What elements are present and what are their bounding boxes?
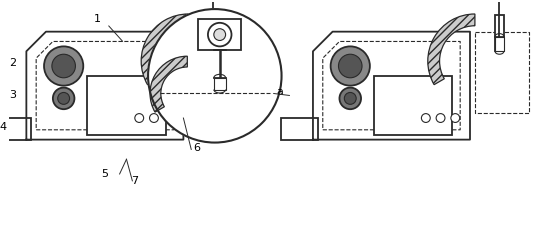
- Circle shape: [135, 114, 144, 122]
- Circle shape: [451, 114, 459, 122]
- Text: 5: 5: [101, 169, 108, 179]
- Circle shape: [421, 114, 430, 122]
- Circle shape: [208, 23, 232, 46]
- Wedge shape: [428, 14, 475, 85]
- Text: 2: 2: [9, 58, 16, 68]
- Bar: [214, 78, 226, 90]
- Bar: [495, 37, 504, 51]
- Text: 4: 4: [0, 122, 7, 132]
- Bar: [198, 19, 241, 50]
- Text: a: a: [277, 87, 283, 98]
- Bar: [0, 118, 31, 140]
- Text: 1: 1: [94, 14, 100, 24]
- Polygon shape: [313, 32, 470, 140]
- Circle shape: [338, 54, 362, 78]
- Circle shape: [340, 88, 361, 109]
- Circle shape: [164, 114, 173, 122]
- Circle shape: [149, 114, 159, 122]
- Wedge shape: [150, 56, 187, 112]
- Text: 6: 6: [193, 143, 200, 153]
- Circle shape: [52, 54, 75, 78]
- Circle shape: [53, 88, 75, 109]
- Text: 3: 3: [10, 90, 16, 100]
- Circle shape: [148, 9, 282, 143]
- Bar: [208, 37, 217, 51]
- Circle shape: [331, 46, 370, 86]
- Bar: [87, 76, 166, 135]
- Text: 7: 7: [131, 176, 138, 186]
- Circle shape: [344, 92, 356, 104]
- Circle shape: [58, 92, 70, 104]
- Circle shape: [44, 46, 83, 86]
- Polygon shape: [26, 32, 184, 140]
- Bar: [281, 118, 318, 140]
- Circle shape: [214, 29, 226, 40]
- Bar: [374, 76, 452, 135]
- Bar: [494, 15, 504, 51]
- Bar: [208, 15, 218, 51]
- Wedge shape: [141, 14, 189, 85]
- Circle shape: [436, 114, 445, 122]
